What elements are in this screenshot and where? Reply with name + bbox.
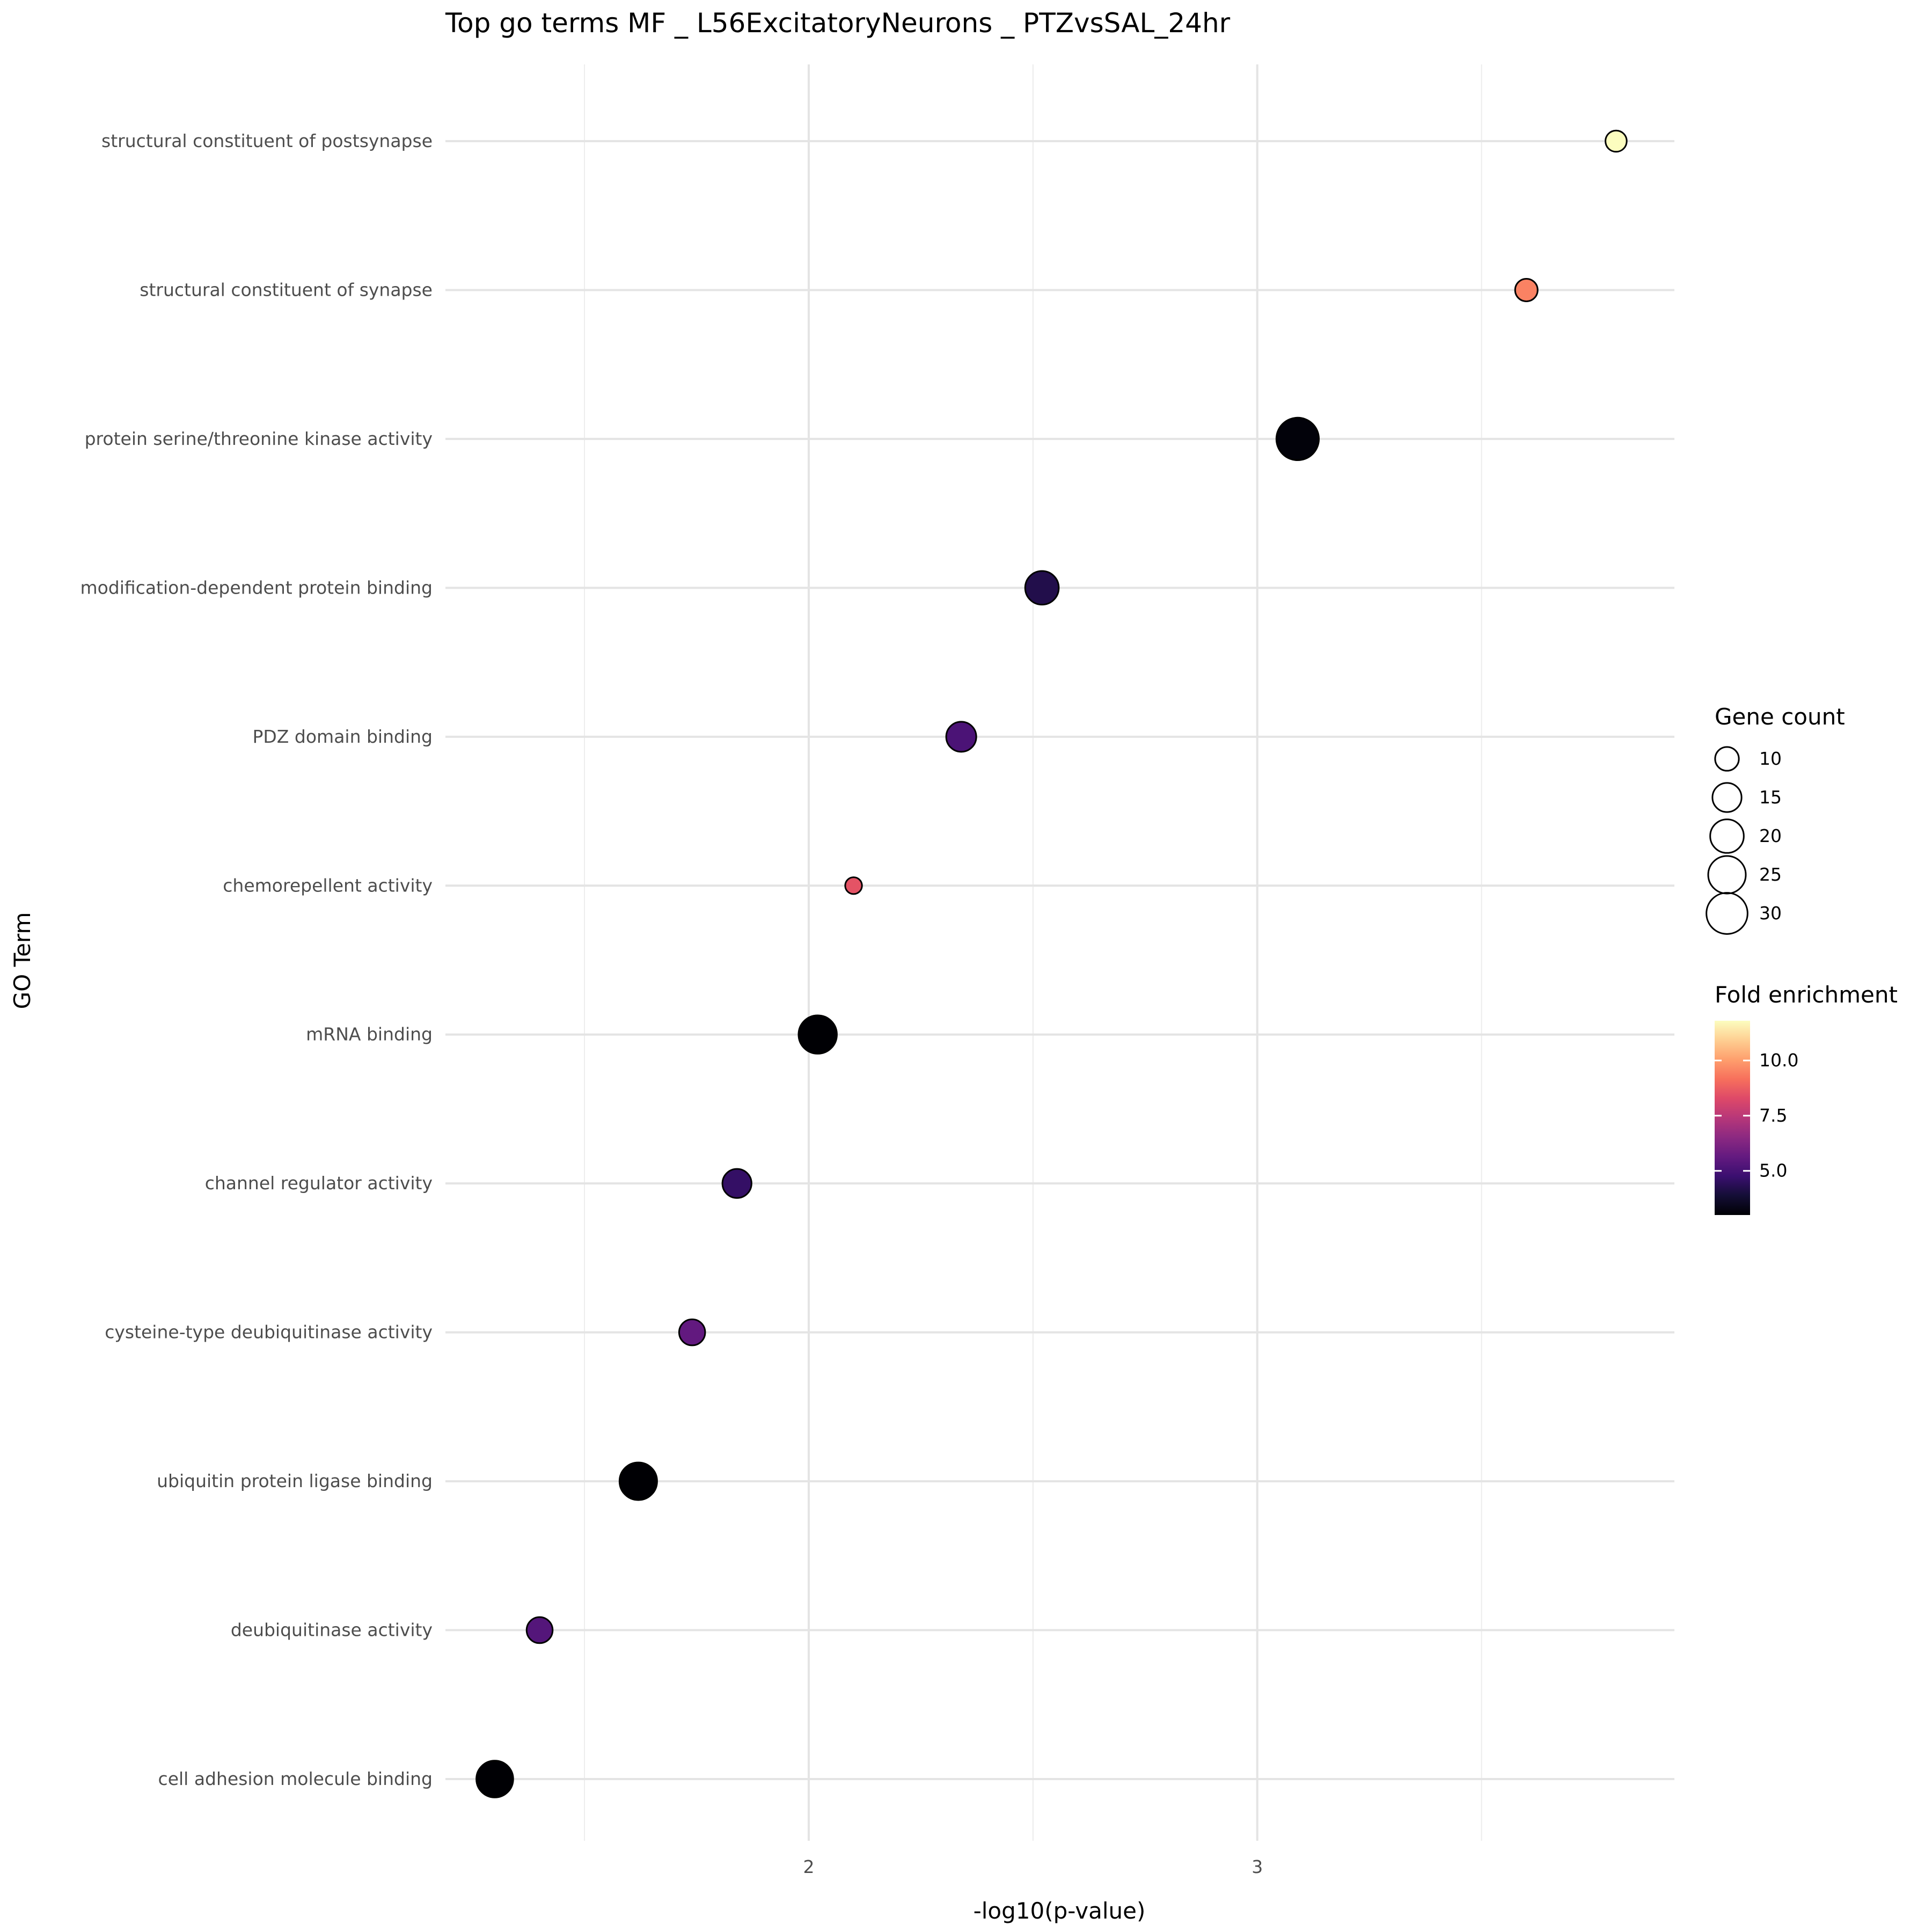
go-term-point: [1275, 416, 1320, 462]
y-tick-label: protein serine/threonine kinase activity: [85, 428, 433, 449]
y-tick-label: cysteine-type deubiquitinase activity: [105, 1322, 433, 1343]
size-legend-label: 25: [1759, 864, 1782, 885]
color-legend: Fold enrichment 5.0 7.5 10.0: [1715, 982, 1898, 1215]
go-term-point: [678, 1318, 706, 1346]
go-term-point: [525, 1616, 554, 1644]
size-legend-key: [1714, 746, 1740, 772]
color-legend-tick-label: 7.5: [1759, 1105, 1787, 1126]
color-legend-tick-label: 5.0: [1759, 1160, 1787, 1181]
go-term-point: [721, 1168, 752, 1199]
y-tick-label: deubiquitinase activity: [231, 1620, 433, 1641]
go-term-point: [618, 1461, 658, 1501]
y-tick-label: structural constituent of postsynapse: [101, 130, 433, 151]
color-bar: [1715, 1021, 1750, 1215]
color-legend-tick-label: 10.0: [1759, 1050, 1798, 1071]
size-legend-label: 30: [1759, 903, 1782, 924]
size-legend-label: 10: [1759, 748, 1782, 769]
size-legend: Gene count 10 15 20 25 30: [1706, 704, 1845, 935]
y-tick-label: structural constituent of synapse: [140, 279, 433, 300]
go-term-point: [1605, 129, 1628, 153]
go-term-point: [945, 721, 977, 753]
y-tick-label: ubiquitin protein ligase binding: [157, 1470, 433, 1491]
go-term-point: [1514, 277, 1539, 302]
size-legend-key: [1709, 818, 1745, 854]
data-points: [475, 129, 1628, 1798]
x-tick-label: 2: [803, 1856, 814, 1877]
y-tick-label: chemorepellent activity: [223, 875, 433, 896]
y-tick-label: PDZ domain binding: [253, 726, 433, 747]
go-term-point: [844, 876, 863, 895]
gridlines: [445, 64, 1674, 1841]
y-tick-label: channel regulator activity: [205, 1173, 433, 1194]
size-legend-label: 15: [1759, 787, 1782, 808]
size-legend-label: 20: [1759, 825, 1782, 846]
color-legend-title: Fold enrichment: [1715, 982, 1898, 1008]
y-tick-label: modification-dependent protein binding: [80, 577, 433, 598]
y-axis-tick-labels: structural constituent of postsynapse str…: [80, 130, 433, 1789]
size-legend-items: 10 15 20 25 30: [1706, 746, 1782, 935]
go-term-point: [475, 1760, 514, 1798]
y-tick-label: mRNA binding: [306, 1024, 433, 1045]
size-legend-title: Gene count: [1715, 704, 1845, 730]
x-axis-title: -log10(p-value): [974, 1898, 1146, 1924]
chart-title: Top go terms MF _ L56ExcitatoryNeurons _…: [445, 8, 1231, 39]
y-tick-label: cell adhesion molecule binding: [158, 1768, 433, 1789]
go-term-point: [797, 1014, 838, 1055]
x-tick-label: 3: [1252, 1856, 1263, 1877]
y-axis-title: GO Term: [9, 912, 35, 1009]
color-legend-ticks: 5.0 7.5 10.0: [1715, 1050, 1798, 1181]
go-term-point: [1024, 570, 1060, 606]
size-legend-key: [1706, 892, 1748, 935]
size-legend-key: [1711, 782, 1743, 813]
